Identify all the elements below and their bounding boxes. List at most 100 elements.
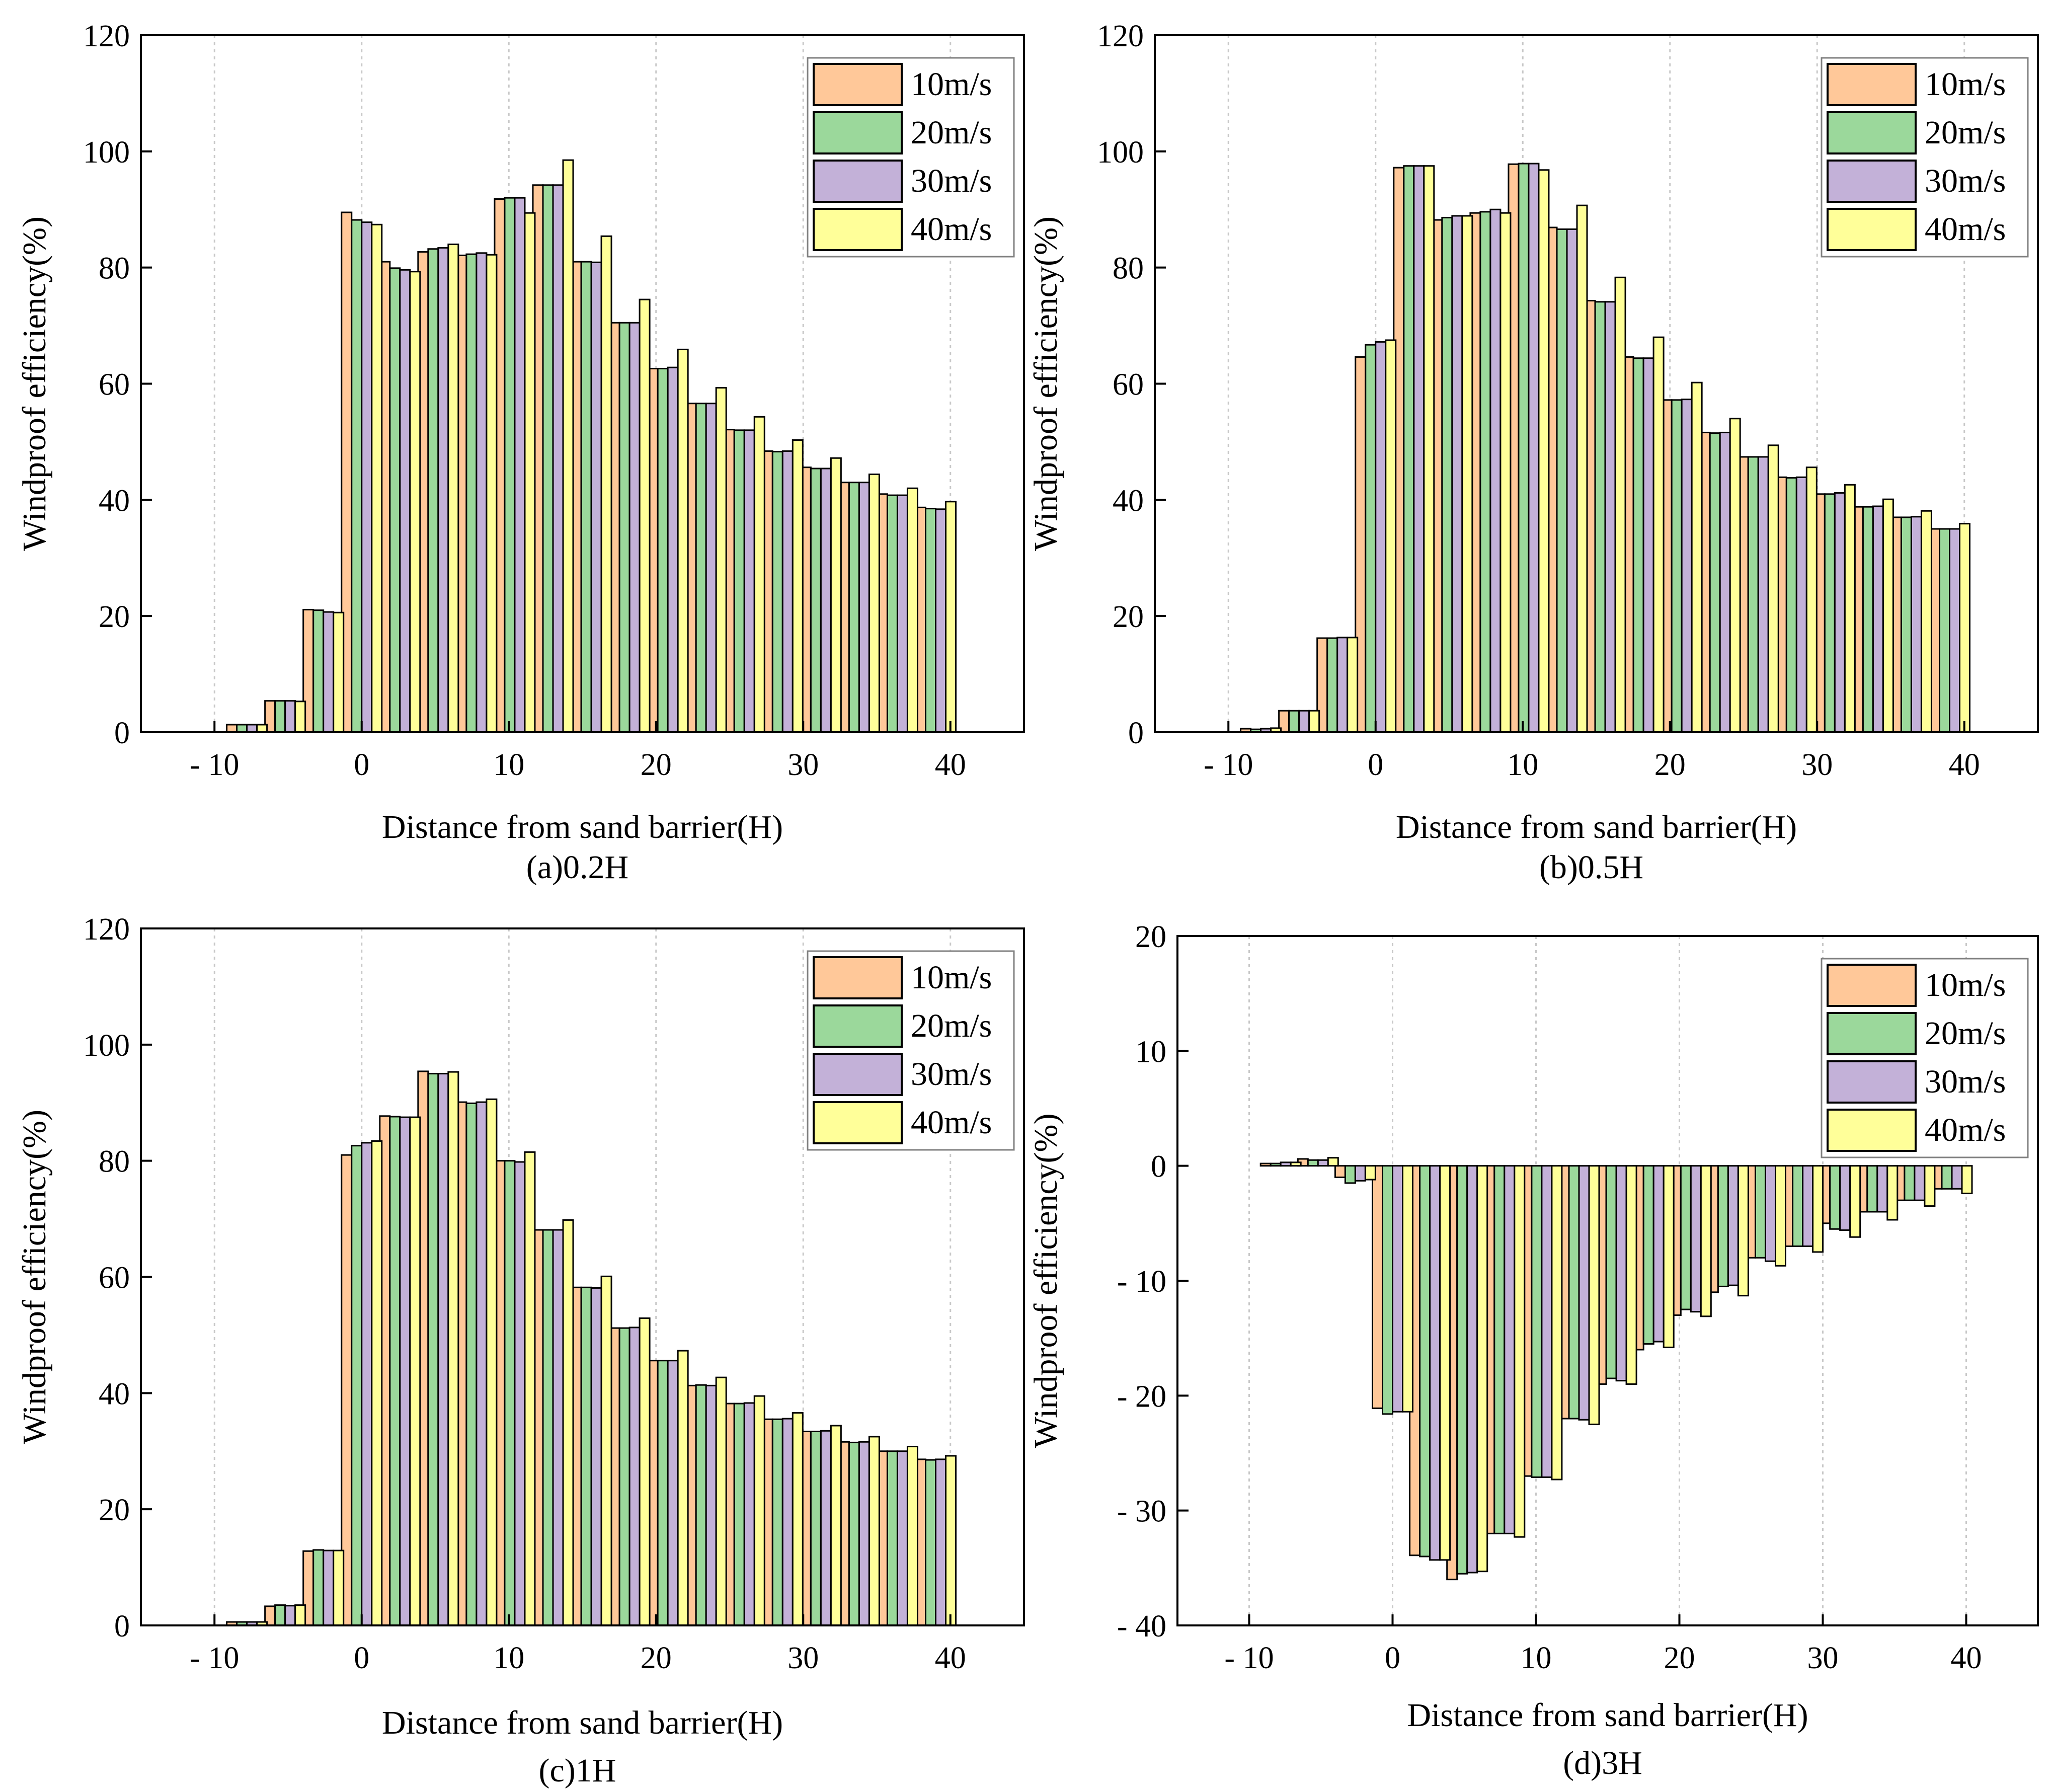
bar-40m-s <box>906 487 918 733</box>
bar-20m-s <box>274 700 286 733</box>
legend-swatch <box>813 1053 903 1096</box>
legend-label: 10m/s <box>1925 66 2006 103</box>
y-axis-title: Windproof efficiency(%) <box>1028 216 1064 551</box>
bar-40m-s <box>677 348 689 733</box>
bar-20m-s <box>1717 1165 1729 1287</box>
bar-20m-s <box>465 253 478 733</box>
bar-40m-s <box>1385 339 1397 733</box>
panel-caption: (a)0.2H <box>526 849 628 886</box>
bar-30m-s <box>1566 228 1578 733</box>
bar-30m-s <box>858 1441 870 1626</box>
bar-40m-s <box>1812 1165 1824 1253</box>
x-axis-title: Distance from sand barrier(H) <box>1407 1697 1808 1734</box>
x-tick-label: 40 <box>935 1641 966 1675</box>
bar-40m-s <box>1961 1165 1973 1194</box>
bar-30m-s <box>476 1101 488 1626</box>
x-tick-label: 10 <box>493 748 524 782</box>
legend-label: 40m/s <box>1925 1112 2006 1148</box>
bar-30m-s <box>1578 1165 1590 1421</box>
bar-40m-s <box>945 501 957 733</box>
bar-40m-s <box>486 254 498 733</box>
legend-swatch <box>1827 63 1917 106</box>
x-tick-label: 40 <box>935 748 966 782</box>
bar-20m-s <box>1866 1165 1878 1213</box>
x-tick-label: 0 <box>354 1641 369 1675</box>
legend-swatch <box>1827 160 1917 203</box>
bar-30m-s <box>1429 1165 1441 1561</box>
x-tick-label: - 10 <box>190 1641 239 1675</box>
bar-40m-s <box>371 1140 383 1626</box>
bar-30m-s <box>1392 1165 1403 1413</box>
x-tick-label: - 10 <box>190 748 239 782</box>
x-tick-label: 10 <box>1521 1641 1552 1675</box>
bar-40m-s <box>409 271 421 733</box>
bar-20m-s <box>925 1459 936 1626</box>
y-tick-label: 10 <box>1135 1035 1166 1069</box>
bar-20m-s <box>1288 710 1300 733</box>
bar-30m-s <box>284 700 296 733</box>
bar-40m-s <box>600 235 612 733</box>
bar-20m-s <box>1939 528 1950 733</box>
bar-40m-s <box>1652 336 1665 733</box>
legend: 10m/s 20m/s 30m/s 40m/s <box>807 57 1015 258</box>
bar-20m-s <box>504 1160 516 1626</box>
bar-40m-s <box>677 1350 689 1626</box>
y-tick-label: 100 <box>83 1029 130 1063</box>
bar-40m-s <box>1663 1165 1675 1348</box>
bar-40m-s <box>1308 710 1320 733</box>
y-tick-label: 0 <box>114 716 130 750</box>
legend-label: 30m/s <box>911 1056 992 1093</box>
bar-30m-s <box>1541 1165 1553 1478</box>
x-tick-label: - 10 <box>1204 748 1253 782</box>
y-tick-label: - 20 <box>1117 1379 1166 1414</box>
bar-30m-s <box>590 261 602 733</box>
bar-30m-s <box>1317 1159 1329 1167</box>
legend: 10m/s 20m/s 30m/s 40m/s <box>1821 57 2029 258</box>
bar-30m-s <box>1914 1165 1926 1201</box>
x-tick-label: 0 <box>354 748 369 782</box>
legend-label: 40m/s <box>911 1104 992 1141</box>
y-tick-label: - 40 <box>1117 1609 1166 1644</box>
bar-40m-s <box>715 1376 727 1626</box>
bar-20m-s <box>618 1327 630 1626</box>
y-tick-label: 120 <box>1097 19 1144 53</box>
bar-40m-s <box>1514 1165 1526 1538</box>
y-axis-title: Windproof efficiency(%) <box>16 216 53 551</box>
bar-40m-s <box>1614 276 1626 733</box>
bar-20m-s <box>1344 1165 1356 1184</box>
bar-30m-s <box>361 221 373 733</box>
bar-40m-s <box>1439 1165 1451 1561</box>
x-tick-label: 40 <box>1949 748 1980 782</box>
bar-20m-s <box>810 468 822 733</box>
bar-20m-s <box>618 322 630 733</box>
bar-20m-s <box>771 1418 783 1626</box>
x-tick-label: 0 <box>1385 1641 1400 1675</box>
bar-30m-s <box>896 494 908 733</box>
bar-30m-s <box>284 1605 296 1626</box>
legend-label: 20m/s <box>911 1007 992 1044</box>
bar-30m-s <box>399 269 411 733</box>
legend-swatch <box>1827 208 1917 251</box>
bar-30m-s <box>1451 215 1463 733</box>
panel-caption: (b)0.5H <box>1539 849 1643 886</box>
y-axis-title: Windproof efficiency(%) <box>1028 1114 1064 1448</box>
bar-30m-s <box>1336 637 1349 733</box>
bar-20m-s <box>1792 1165 1804 1248</box>
x-tick-label: 0 <box>1368 748 1383 782</box>
bar-30m-s <box>705 403 717 733</box>
bar-30m-s <box>1951 1165 1963 1190</box>
bar-30m-s <box>1910 516 1922 733</box>
bar-20m-s <box>1904 1165 1916 1201</box>
bar-30m-s <box>1413 165 1425 733</box>
bar-20m-s <box>886 494 898 733</box>
bar-10m-s <box>226 724 238 733</box>
chart-panel-4: - 10 0 10 20 30 40 - 40 - 30 - 20 - 10 0 10 20 Distan… <box>1028 920 2039 1781</box>
bar-40m-s <box>1402 1165 1413 1413</box>
bar-20m-s <box>236 724 248 733</box>
y-tick-label: 80 <box>1113 252 1144 286</box>
legend-swatch <box>813 63 903 106</box>
bar-40m-s <box>1729 418 1741 733</box>
bar-30m-s <box>1757 456 1769 733</box>
bar-30m-s <box>1528 163 1540 733</box>
